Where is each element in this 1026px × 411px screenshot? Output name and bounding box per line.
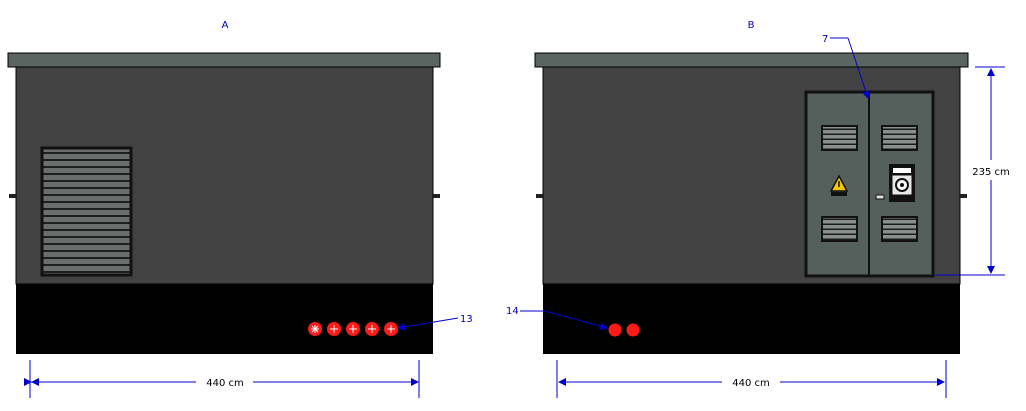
height-dimension-b: 235 cm xyxy=(972,167,1010,178)
callout-13-label: 13 xyxy=(460,314,473,325)
width-dimension-b: 440 cm xyxy=(732,378,770,389)
hinge-b-right xyxy=(960,194,967,198)
hinge-a-right xyxy=(433,194,440,198)
view-b-label: B xyxy=(748,20,755,31)
callout-7-leader xyxy=(847,37,870,99)
electric-meter-icon xyxy=(889,164,915,202)
roof-b xyxy=(534,52,969,68)
callout-14-label: 14 xyxy=(506,306,519,317)
door-vent xyxy=(821,125,858,151)
ventilation-louver xyxy=(40,146,133,277)
width-dimension-a: 440 cm xyxy=(206,378,244,389)
cable-entry-icon xyxy=(608,323,622,337)
roof-a xyxy=(7,52,441,68)
door-vent xyxy=(881,216,918,242)
cable-entry-icon xyxy=(626,323,640,337)
view-a-label: A xyxy=(222,20,229,31)
base-b xyxy=(543,284,960,354)
door-handle xyxy=(875,194,885,200)
double-door xyxy=(804,90,935,278)
base-a xyxy=(16,284,433,354)
callout-14-leader xyxy=(544,310,608,331)
door-vent xyxy=(881,125,918,151)
view-b: B xyxy=(506,20,1010,398)
door-vent xyxy=(821,216,858,242)
warning-triangle-icon xyxy=(829,174,849,196)
hinge-a-left xyxy=(9,194,16,198)
callout-13-leader xyxy=(397,317,459,331)
hinge-b-left xyxy=(536,194,543,198)
view-a: A 13 xyxy=(7,20,473,398)
cable-entry-group-a xyxy=(308,322,398,336)
callout-7-label: 7 xyxy=(822,34,828,45)
